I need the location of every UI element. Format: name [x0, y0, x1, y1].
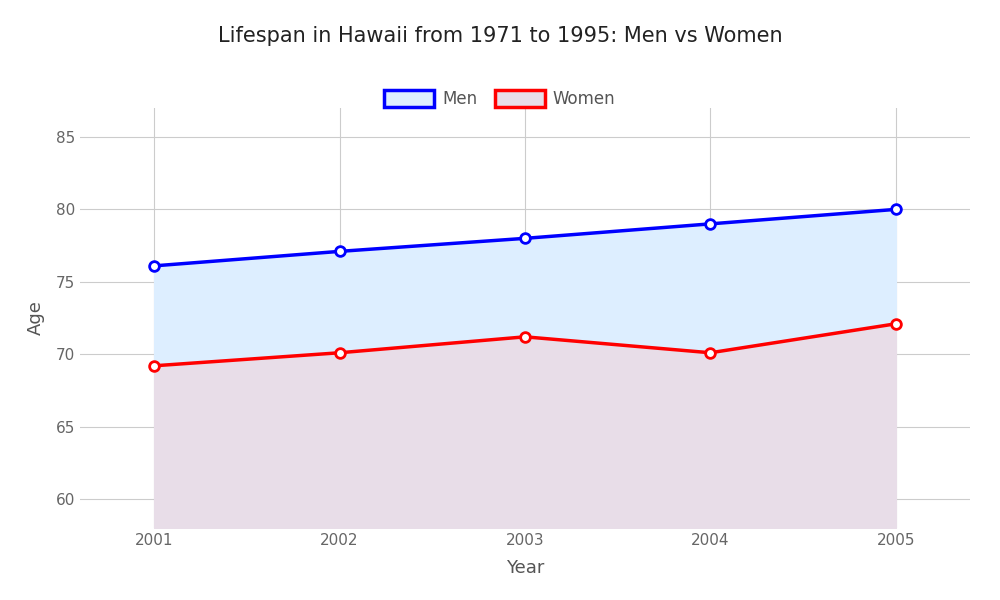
Legend: Men, Women: Men, Women [378, 83, 622, 115]
Text: Lifespan in Hawaii from 1971 to 1995: Men vs Women: Lifespan in Hawaii from 1971 to 1995: Me… [218, 26, 782, 46]
X-axis label: Year: Year [506, 559, 544, 577]
Y-axis label: Age: Age [27, 301, 45, 335]
